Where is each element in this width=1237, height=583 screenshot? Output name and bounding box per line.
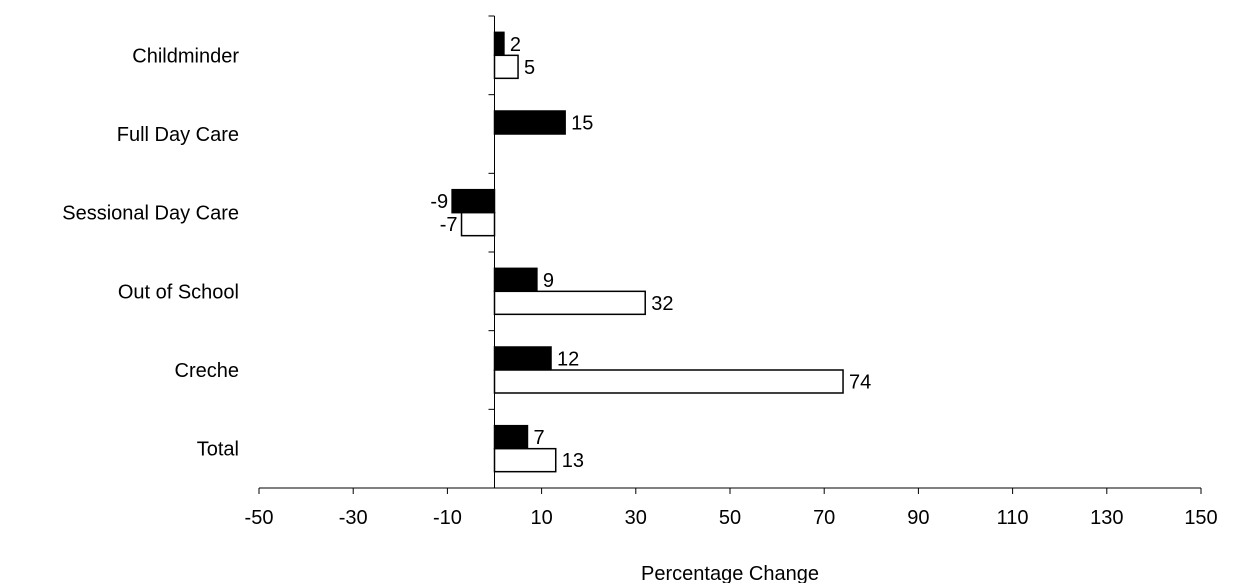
- plot-area: -50 -30 -10 10 30 50 70 90 110 130 150 Childminder 2…: [62, 15, 1218, 529]
- category-label: Total: [197, 439, 239, 461]
- data-label: 15: [571, 113, 593, 135]
- bar-series-2: [493, 447, 557, 473]
- x-tick-label: 10: [530, 507, 552, 529]
- category-label: Childminder: [132, 45, 239, 67]
- x-tick-label: -50: [245, 507, 274, 529]
- x-axis-title: Percentage Change: [641, 563, 819, 583]
- bar-series-1: [493, 424, 529, 450]
- x-tick-label: 70: [813, 507, 835, 529]
- bar-series-1: [493, 31, 505, 57]
- data-label: 9: [543, 270, 554, 292]
- category-label: Out of School: [118, 281, 239, 303]
- category-label: Creche: [175, 360, 239, 382]
- x-tick-label: 150: [1184, 507, 1217, 529]
- bar-series-1: [493, 267, 538, 293]
- category-label: Sessional Day Care: [62, 203, 239, 225]
- category-label: Full Day Care: [117, 124, 239, 146]
- bar-series-1: [493, 110, 566, 135]
- x-tick-label: -10: [433, 507, 462, 529]
- bar-series-1: [493, 346, 552, 371]
- data-label: 13: [562, 450, 584, 472]
- x-tick-label: 50: [719, 507, 741, 529]
- x-tick-label: 110: [997, 507, 1029, 529]
- data-label: -7: [440, 214, 458, 236]
- data-label: 74: [849, 372, 871, 394]
- x-tick-label: -30: [339, 507, 368, 529]
- data-label: 12: [557, 349, 579, 371]
- data-label: 32: [651, 293, 673, 315]
- bar-series-2: [460, 211, 496, 237]
- data-label: 5: [524, 57, 535, 79]
- bar-series-2: [493, 369, 844, 394]
- data-label: 2: [510, 34, 521, 56]
- x-tick-label: 130: [1090, 507, 1123, 529]
- data-label: -9: [430, 191, 448, 213]
- bar-series-2: [493, 54, 519, 80]
- data-label: 7: [533, 427, 544, 449]
- bar-series-2: [493, 290, 646, 316]
- bar-series-1: [451, 188, 496, 214]
- x-tick-label: 30: [625, 507, 647, 529]
- x-tick-label: 90: [907, 507, 929, 529]
